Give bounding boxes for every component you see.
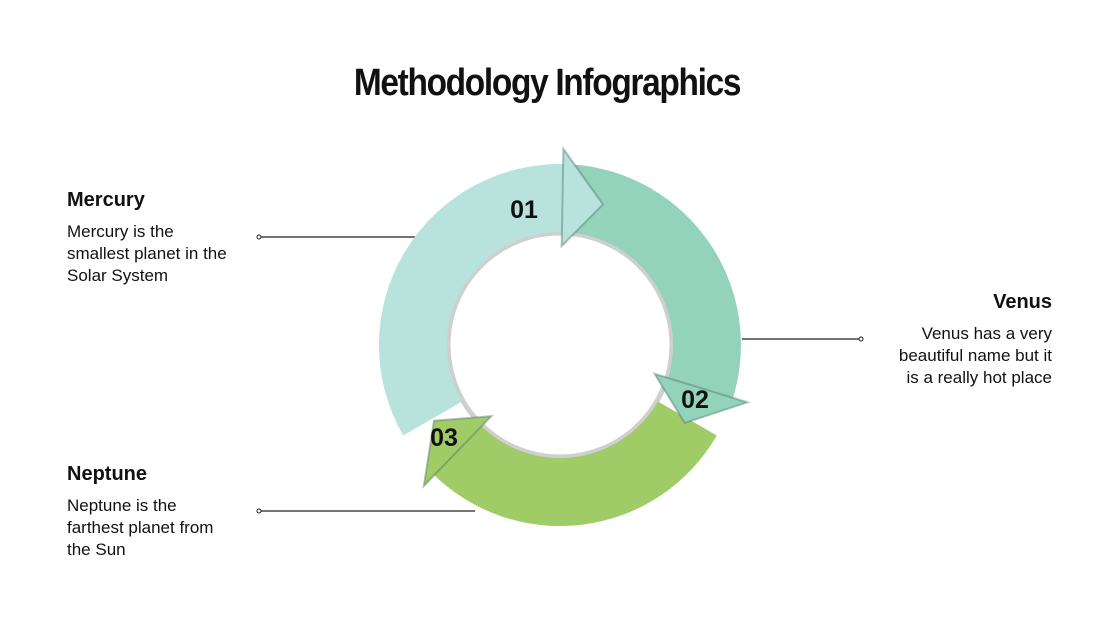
step-text-line: Neptune is the xyxy=(67,496,177,515)
arrow-body-neptune xyxy=(430,401,717,527)
step-text-line: Venus has a very xyxy=(921,324,1052,343)
step-number-02: 02 xyxy=(681,386,709,414)
step-heading: Neptune xyxy=(67,463,147,485)
arrow-head-mercury xyxy=(560,145,605,249)
step-text-line: Mercury is the xyxy=(67,222,174,241)
inner-rim xyxy=(445,230,675,460)
step-text-line: the Sun xyxy=(67,540,126,559)
step-heading: Mercury xyxy=(67,189,145,211)
step-number-03: 03 xyxy=(430,424,458,452)
step-number-01: 01 xyxy=(510,196,538,224)
step-text-line: beautiful name but it xyxy=(898,346,1052,365)
step-heading: Venus xyxy=(993,291,1052,313)
step-text-line: Solar System xyxy=(67,266,169,285)
connector-neptune xyxy=(256,508,475,514)
step-text-line: smallest planet in the xyxy=(67,244,227,263)
step-mercury: Mercury Mercury is the smallest planet in… xyxy=(67,189,267,287)
step-text-line: farthest planet from xyxy=(67,518,214,537)
page-title: Methodology Infographics xyxy=(353,62,742,104)
arrow-head-venus xyxy=(652,372,751,425)
connector-mercury xyxy=(256,234,415,240)
arrow-head-neptune xyxy=(422,414,494,489)
step-venus: Venus Venus has a very beautiful name but… xyxy=(852,291,1052,389)
step-text-line: is a really hot place xyxy=(906,368,1052,387)
step-neptune: Neptune Neptune is the farthest planet fr… xyxy=(67,463,267,561)
connector-venus xyxy=(742,336,864,342)
arrow-body-venus xyxy=(567,164,741,403)
arrow-body-mercury xyxy=(378,164,568,436)
